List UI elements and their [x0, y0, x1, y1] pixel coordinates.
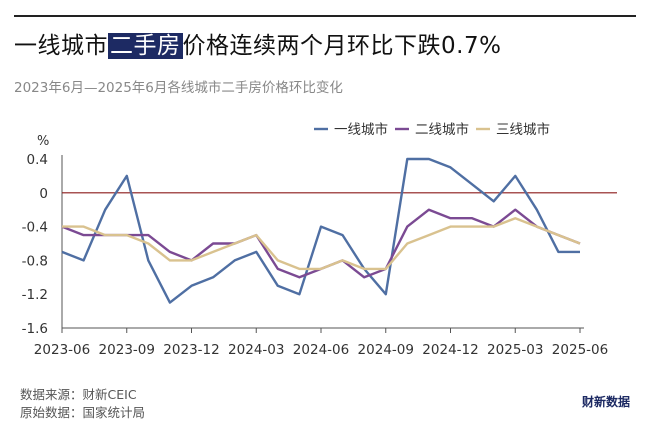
- x-tick-label: 2024-03: [228, 342, 284, 358]
- y-tick-label: -0.8: [22, 253, 48, 269]
- x-tick-label: 2024-06: [293, 342, 349, 358]
- x-tick-label: 2023-12: [163, 342, 219, 358]
- x-tick-label: 2025-06: [552, 342, 608, 358]
- y-tick-label: 0.4: [27, 152, 48, 168]
- series-line: [61, 208, 581, 279]
- title-part-2: 价格连续两个月环比下跌0.7%: [182, 33, 502, 59]
- title-part-1: 一线城市: [14, 33, 108, 59]
- title-highlight: 二手房: [108, 33, 183, 59]
- y-tick-label: 0: [39, 186, 48, 202]
- x-tick-label: 2025-03: [487, 342, 543, 358]
- origin-note: 原始数据：国家统计局: [20, 405, 146, 420]
- top-rule: [14, 15, 636, 17]
- y-tick-label: -1.6: [22, 321, 48, 337]
- x-tick-label: 2024-09: [358, 342, 414, 358]
- source-note: 数据来源：财新CEIC: [20, 387, 137, 402]
- brand-logo: 财新数据: [581, 395, 630, 409]
- y-tick-label: -0.4: [22, 220, 48, 236]
- legend-label: 二线城市: [415, 121, 469, 138]
- y-tick-label: -1.2: [22, 287, 48, 303]
- x-tick-label: 2023-06: [34, 342, 90, 358]
- series-line: [62, 216, 581, 271]
- chart-subtitle: 2023年6月—2025年6月各线城市二手房价格环比变化: [14, 80, 343, 96]
- y-unit-label: %: [37, 134, 49, 149]
- legend-label: 一线城市: [334, 121, 388, 138]
- x-tick-label: 2024-12: [422, 342, 478, 358]
- legend-label: 三线城市: [496, 121, 550, 138]
- chart-title: 一线城市二手房价格连续两个月环比下跌0.7%: [14, 26, 501, 60]
- series-line: [61, 157, 580, 304]
- x-tick-label: 2023-09: [99, 342, 155, 358]
